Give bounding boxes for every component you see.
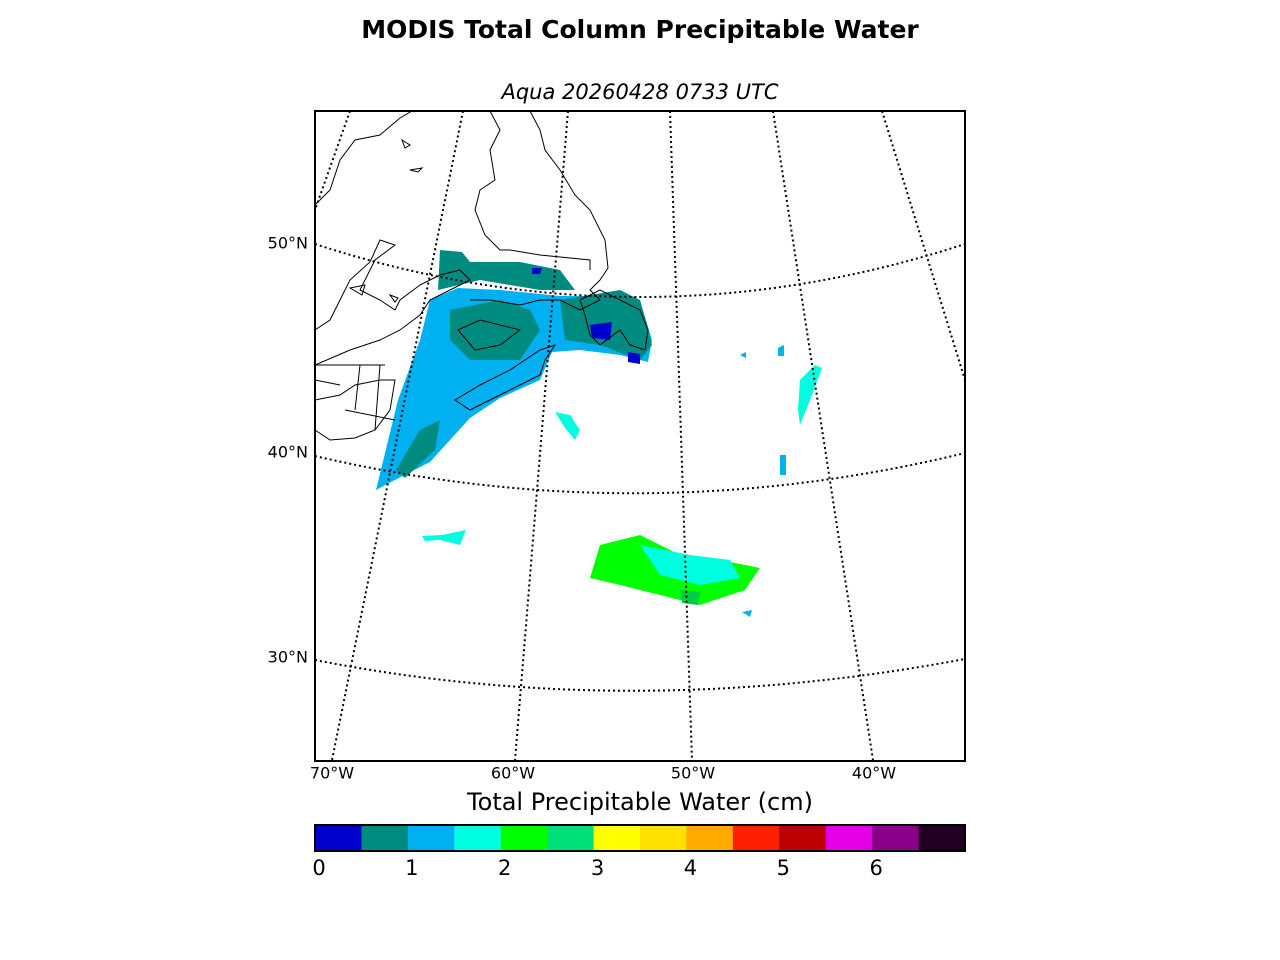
lat-label: 30°N	[268, 648, 308, 667]
colorbar-tick-label: 5	[777, 856, 790, 880]
graticule	[315, 111, 965, 761]
subtitle: Aqua 20260428 0733 UTC	[499, 80, 778, 104]
coastlines	[315, 111, 649, 441]
colorbar-bin	[825, 825, 873, 851]
lon-label: 70°W	[310, 764, 354, 783]
colorbar-tick-label: 4	[684, 856, 697, 880]
colorbar-bin	[779, 825, 827, 851]
colorbar-bin	[872, 825, 920, 851]
title: MODIS Total Column Precipitable Water	[361, 15, 919, 44]
colorbar-tick-label: 3	[591, 856, 604, 880]
colorbar-tick-label: 0	[312, 856, 325, 880]
colorbar-tick-label: 6	[869, 856, 882, 880]
lon-label: 60°W	[491, 764, 535, 783]
colorbar-bin	[918, 825, 966, 851]
lon-label: 50°W	[671, 764, 715, 783]
colorbar-bin	[454, 825, 502, 851]
colorbar-bin	[315, 825, 362, 851]
lon-label: 40°W	[852, 764, 896, 783]
colorbar-bin	[686, 825, 734, 851]
colorbar-tick-label: 1	[405, 856, 418, 880]
colorbar-tick-label: 2	[498, 856, 511, 880]
colorbar-bin	[500, 825, 548, 851]
colorbar-label: Total Precipitable Water (cm)	[466, 788, 813, 816]
map-frame	[314, 110, 966, 762]
colorbar-frame	[314, 824, 966, 852]
pw-field	[376, 250, 822, 617]
colorbar-bin	[547, 825, 595, 851]
colorbar-bin	[732, 825, 780, 851]
lat-label: 40°N	[268, 443, 308, 462]
colorbar-bin	[407, 825, 455, 851]
colorbar: Total Precipitable Water (cm) 0 1 2 3 4 5 6	[312, 788, 966, 880]
colorbar-bin	[640, 825, 687, 851]
colorbar-bin	[593, 825, 641, 851]
map: 50°N 40°N 30°N 70°W 60°W 50°W 40°W	[268, 110, 966, 783]
colorbar-bin	[361, 825, 409, 851]
lat-label: 50°N	[268, 234, 308, 253]
